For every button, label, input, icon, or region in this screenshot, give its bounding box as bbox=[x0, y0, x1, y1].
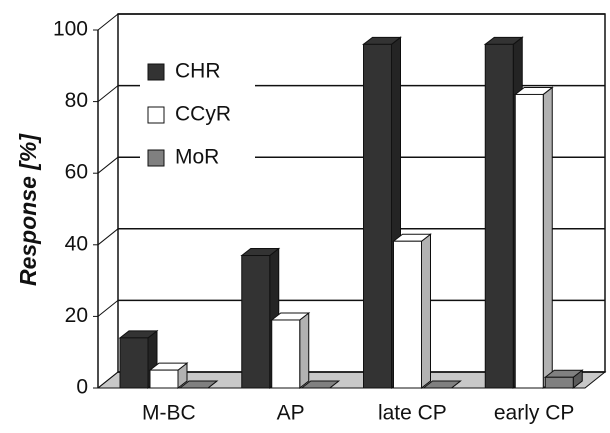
x-tick-label: M-BC bbox=[142, 402, 196, 425]
legend-label: CHR bbox=[175, 60, 221, 83]
bar bbox=[544, 376, 574, 389]
bar bbox=[484, 43, 514, 389]
bar bbox=[514, 93, 544, 389]
bar-side bbox=[299, 311, 310, 390]
side-grid bbox=[97, 156, 119, 174]
y-axis-title: Response [%] bbox=[15, 133, 41, 286]
legend-label: MoR bbox=[175, 146, 219, 169]
bar bbox=[119, 337, 149, 389]
bar-side bbox=[542, 86, 553, 390]
y-tick-label: 80 bbox=[65, 89, 88, 112]
side-grid bbox=[97, 85, 119, 102]
y-tick-label: 100 bbox=[53, 18, 88, 41]
y-tick-label: 40 bbox=[65, 232, 88, 255]
bar bbox=[241, 255, 271, 389]
bar-top bbox=[178, 380, 219, 389]
side-grid bbox=[97, 228, 119, 246]
x-tick-label: late CP bbox=[378, 402, 447, 425]
y-tick-label: 60 bbox=[65, 161, 88, 184]
bar bbox=[149, 369, 179, 389]
bar bbox=[393, 240, 422, 389]
legend-swatch bbox=[147, 63, 165, 81]
side-grid bbox=[97, 371, 119, 389]
legend-label: CCyR bbox=[175, 103, 231, 126]
bar-top bbox=[422, 380, 462, 389]
y-tick-label: 20 bbox=[65, 304, 88, 327]
legend-swatch bbox=[147, 149, 165, 167]
bar-side bbox=[421, 233, 431, 390]
bar-top bbox=[300, 380, 341, 389]
legend-swatch bbox=[147, 106, 165, 124]
bar bbox=[271, 319, 301, 389]
x-tick-label: AP bbox=[277, 402, 305, 425]
y-tick-label: 0 bbox=[76, 376, 88, 399]
x-tick-label: early CP bbox=[494, 402, 575, 425]
bar bbox=[363, 43, 392, 389]
legend: CHR CCyR MoR bbox=[140, 55, 255, 175]
side-grid bbox=[97, 13, 119, 31]
side-grid bbox=[97, 300, 119, 317]
